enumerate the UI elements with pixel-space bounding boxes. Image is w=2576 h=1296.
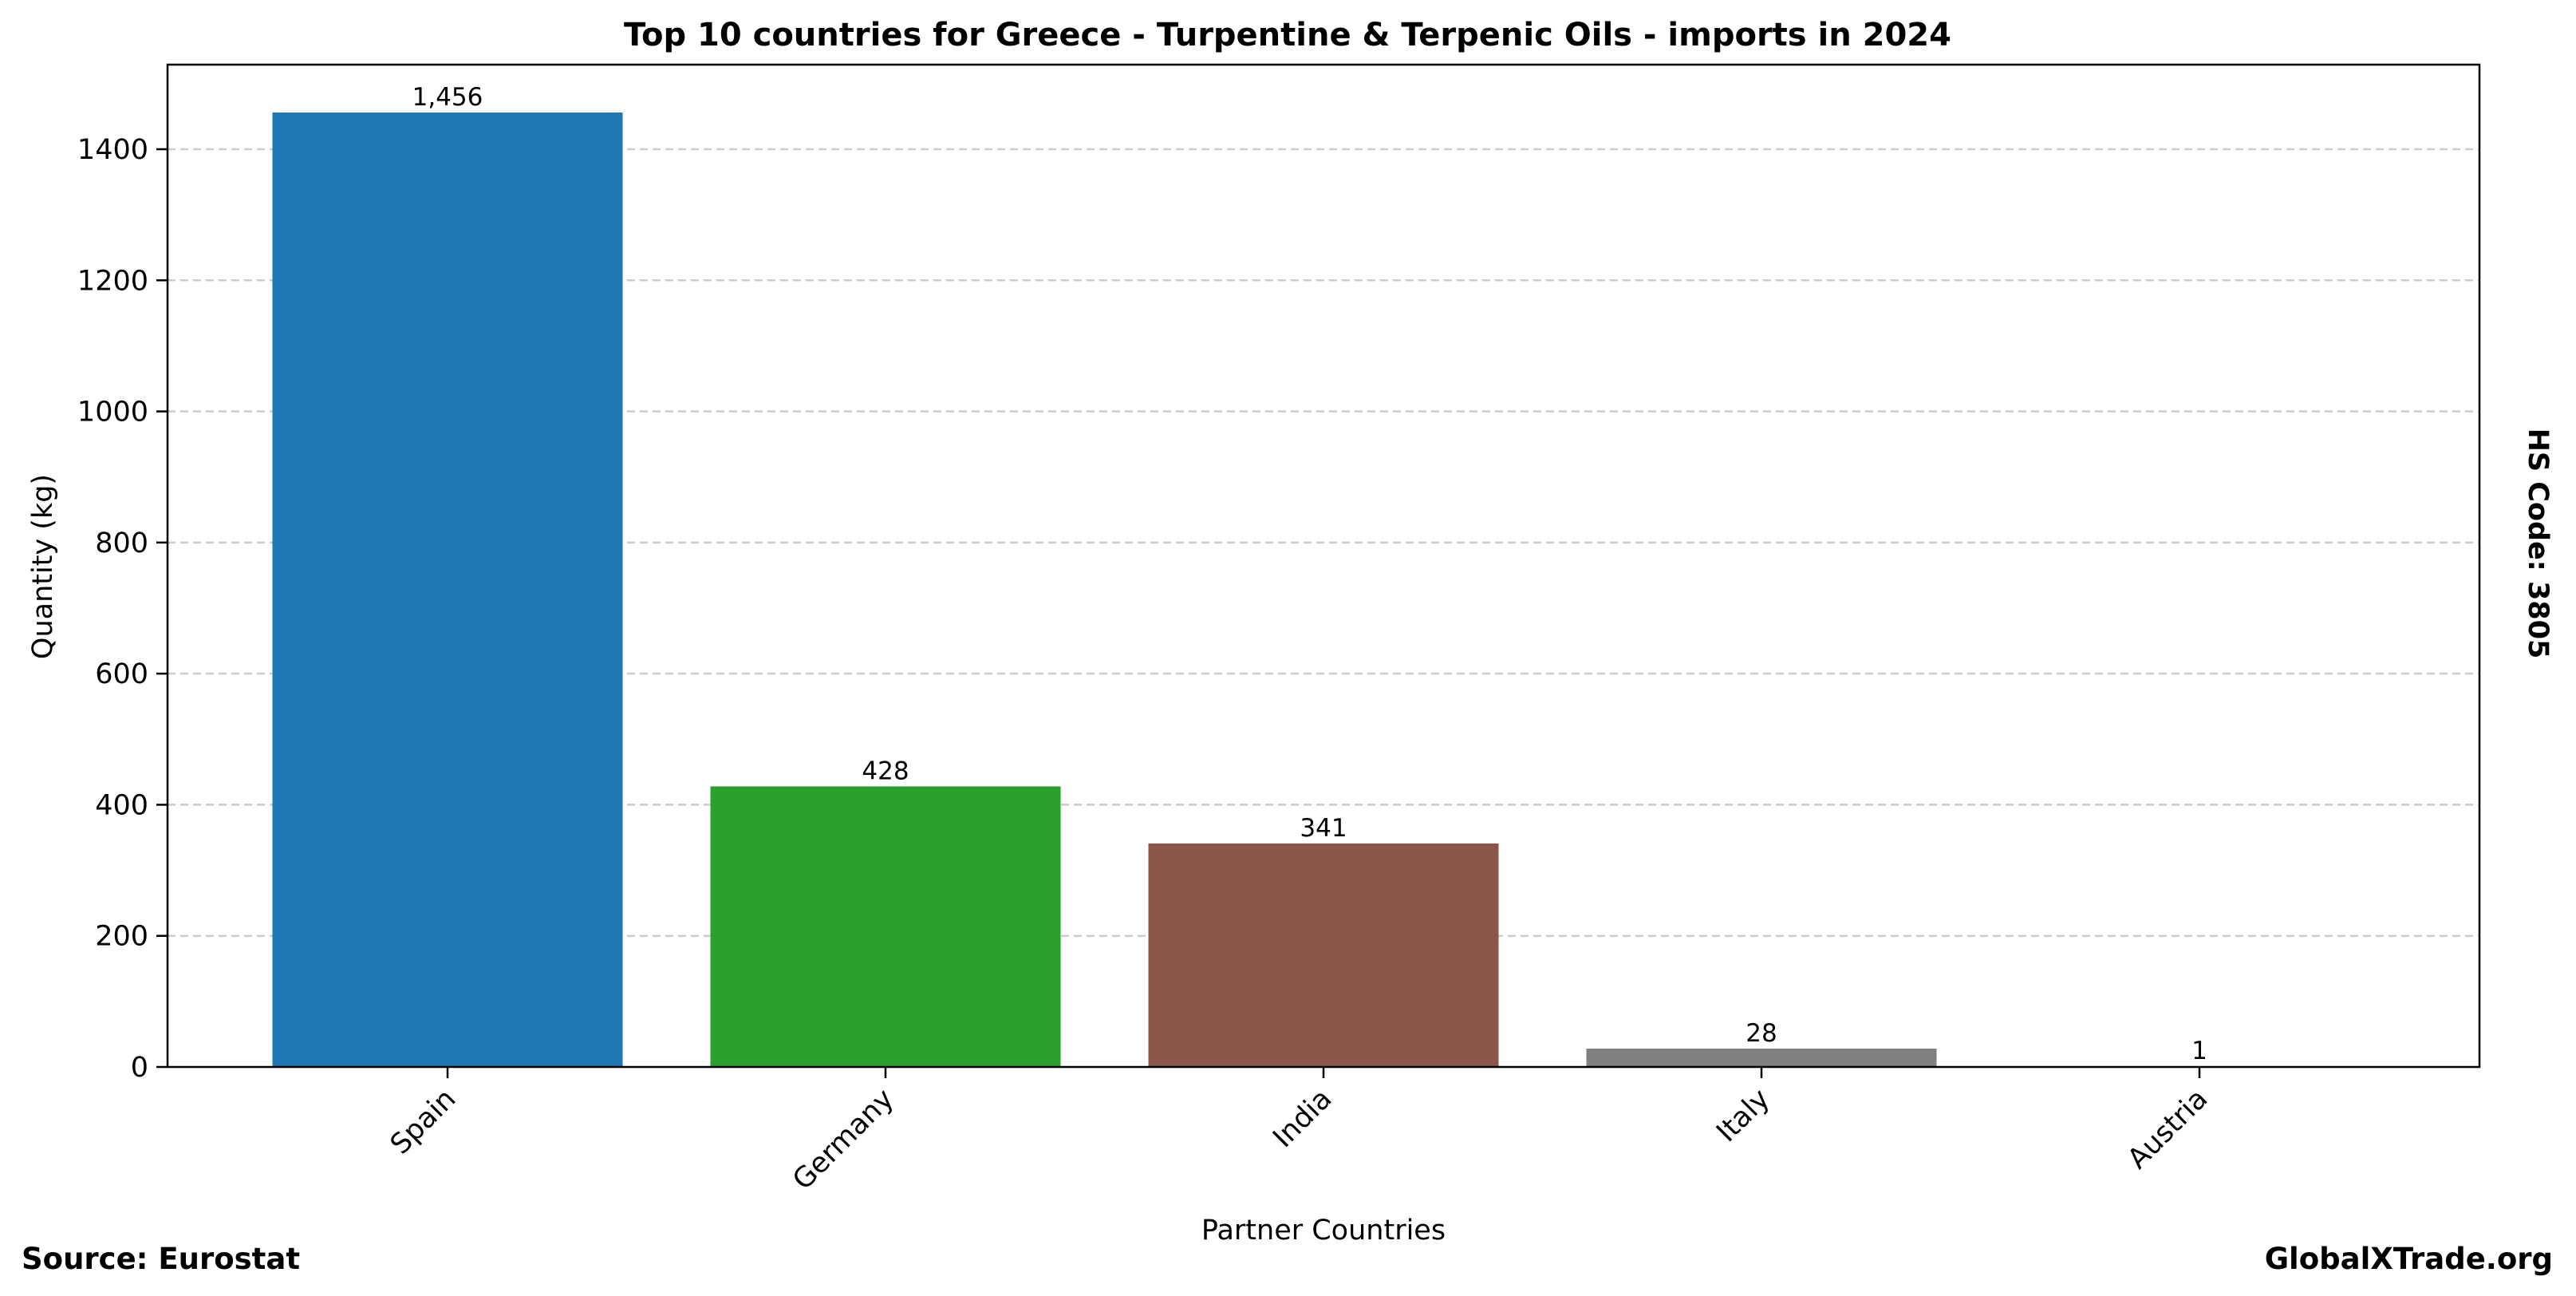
y-tick-label: 800: [95, 527, 148, 559]
source-text: Source: Eurostat: [22, 1242, 300, 1276]
bar-india: [1148, 843, 1499, 1067]
bar-germany: [710, 786, 1061, 1067]
data-label-germany: 428: [862, 757, 909, 785]
bar-italy: [1586, 1048, 1937, 1067]
y-axis-label: Quantity (kg): [27, 474, 59, 659]
x-axis-label: Partner Countries: [1201, 1215, 1446, 1247]
data-label-italy: 28: [1746, 1019, 1777, 1048]
data-label-austria: 1: [2191, 1037, 2207, 1065]
y-tick-label: 400: [95, 789, 148, 821]
data-label-spain: 1,456: [412, 83, 483, 112]
bar-spain: [272, 112, 623, 1068]
plot-frame: [166, 63, 2481, 1069]
y-tick-label: 1200: [77, 265, 148, 297]
y-tick-label: 1400: [77, 134, 148, 166]
hs-code-note: HS Code: 3805: [2522, 429, 2554, 659]
y-axis-ticks: 0 200 400 600 800 1000 1200 1400: [77, 134, 168, 1084]
y-tick-label: 200: [95, 921, 148, 953]
y-tick-label: 0: [131, 1052, 148, 1084]
brand-text: GlobalXTrade.org: [2265, 1242, 2553, 1276]
y-tick-label: 600: [95, 658, 148, 690]
y-tick-label: 1000: [77, 397, 148, 429]
data-labels: 1,456 428 341 28 1: [412, 83, 2207, 1065]
chart-title: Top 10 countries for Greece - Turpentine…: [624, 17, 1951, 53]
bars: [272, 112, 2375, 1068]
data-label-india: 341: [1300, 814, 1347, 843]
